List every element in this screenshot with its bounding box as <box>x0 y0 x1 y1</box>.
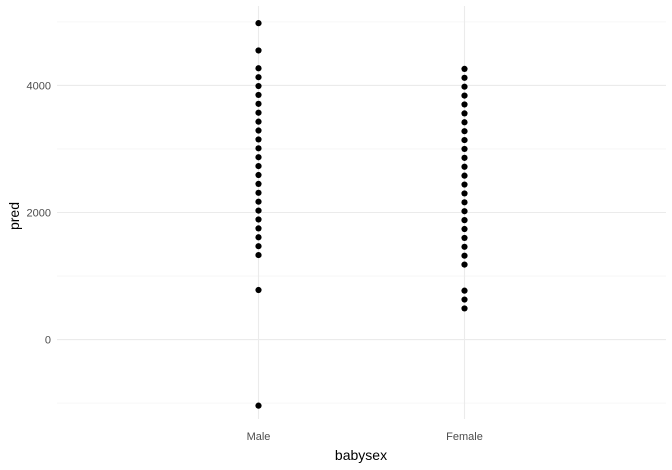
data-point <box>255 198 262 205</box>
data-point <box>255 154 262 161</box>
data-point <box>255 225 262 232</box>
y-tick-label: 2000 <box>27 208 51 220</box>
data-point <box>461 163 468 170</box>
data-point <box>461 225 468 233</box>
data-point <box>255 109 262 116</box>
data-point <box>461 305 468 312</box>
data-point <box>461 74 468 81</box>
data-point <box>461 145 468 153</box>
data-point <box>461 190 468 197</box>
data-point <box>461 217 468 224</box>
data-point <box>255 100 262 107</box>
data-point <box>461 101 468 108</box>
data-point <box>461 252 468 259</box>
data-point <box>255 243 262 250</box>
data-point <box>255 286 262 294</box>
data-point <box>255 82 262 90</box>
data-point <box>255 234 262 241</box>
data-point <box>255 251 262 259</box>
data-point <box>461 83 468 90</box>
data-point <box>461 136 468 144</box>
data-point <box>255 180 262 188</box>
data-point <box>461 296 468 303</box>
data-point <box>461 65 468 73</box>
data-point <box>255 171 262 179</box>
data-point <box>255 216 262 223</box>
data-point <box>461 287 468 294</box>
x-tick-label: Male <box>247 431 271 443</box>
tick-label-layer: 0 2000 4000 Male Female <box>27 80 483 443</box>
data-point <box>255 74 262 81</box>
data-point <box>255 118 262 125</box>
data-point <box>255 91 262 99</box>
grid-layer <box>57 6 666 419</box>
data-point <box>255 65 262 72</box>
data-point <box>255 47 262 54</box>
data-point <box>461 199 468 206</box>
data-point <box>255 207 262 214</box>
data-point <box>461 110 468 117</box>
data-point <box>461 92 468 99</box>
x-axis-title: babysex <box>335 447 387 463</box>
y-axis-title: pred <box>6 202 22 230</box>
points-layer <box>255 20 468 409</box>
data-point <box>255 20 262 27</box>
data-point <box>461 208 468 215</box>
data-point <box>461 172 468 179</box>
data-point <box>461 234 468 242</box>
data-point <box>461 261 468 268</box>
x-tick-label: Female <box>446 431 483 443</box>
data-point <box>255 136 262 143</box>
data-point <box>461 154 468 161</box>
y-tick-label: 4000 <box>27 80 51 92</box>
data-point <box>255 145 262 152</box>
data-point <box>255 163 262 170</box>
data-point <box>255 127 262 134</box>
data-point <box>255 402 262 409</box>
data-point <box>461 243 468 250</box>
data-point <box>461 181 468 188</box>
data-point <box>461 128 468 135</box>
data-point <box>461 119 468 126</box>
y-tick-label: 0 <box>45 335 51 347</box>
data-point <box>255 189 262 196</box>
